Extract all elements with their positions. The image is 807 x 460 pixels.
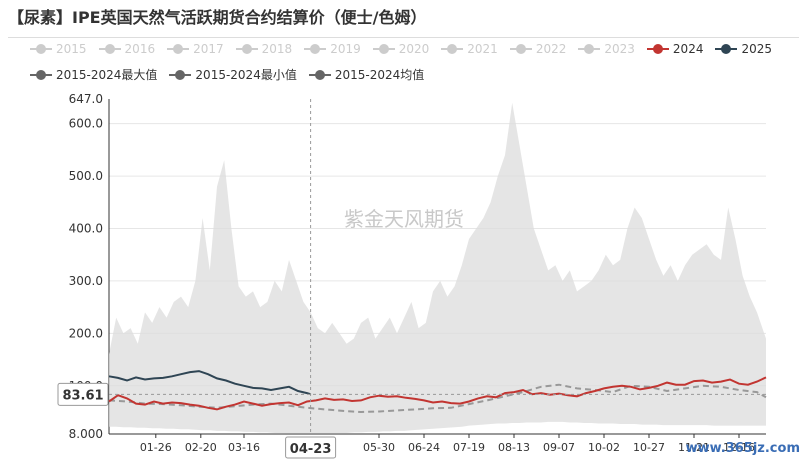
x-tick-label: 02-20 bbox=[185, 441, 217, 454]
legend-item-2015[interactable]: 2015 bbox=[30, 42, 87, 56]
legend-marker bbox=[304, 43, 327, 55]
legend-item-2015-2024均值[interactable]: 2015-2024均值 bbox=[308, 66, 425, 83]
legend-years: 2015 2016 2017 2018 2019 2020 2021 2022 2023 2024… bbox=[30, 42, 784, 56]
legend-label: 2015-2024最小值 bbox=[195, 68, 297, 82]
legend-item-2016[interactable]: 2016 bbox=[98, 42, 156, 56]
legend-label: 2022 bbox=[535, 42, 567, 56]
x-tick-label: 01-26 bbox=[140, 441, 172, 454]
y-tick-label: 400.0 bbox=[69, 221, 103, 235]
legend-item-2015-2024最小值[interactable]: 2015-2024最小值 bbox=[169, 66, 297, 83]
legend-label: 2021 bbox=[467, 42, 498, 56]
legend-item-2017[interactable]: 2017 bbox=[167, 42, 224, 56]
x-tick-label: 08-13 bbox=[498, 441, 530, 454]
y-tick-label: 8.000 bbox=[69, 427, 103, 441]
legend-item-2025[interactable]: 2025 bbox=[715, 42, 772, 56]
series-max-min-band[interactable] bbox=[109, 102, 766, 433]
x-tick-label: 07-19 bbox=[453, 441, 485, 454]
legend-marker bbox=[30, 43, 52, 55]
y-tick-label: 500.0 bbox=[69, 169, 103, 183]
crosshair-y-label-box bbox=[57, 382, 109, 406]
series-line-2024[interactable] bbox=[108, 376, 767, 411]
legend-stats: 2015-2024最大值 2015-2024最小值 2015-2024均值 bbox=[30, 66, 436, 83]
x-tick-label: 10-02 bbox=[588, 441, 620, 454]
legend-marker bbox=[167, 43, 190, 55]
legend-item-2018[interactable]: 2018 bbox=[235, 42, 293, 56]
legend-label: 2023 bbox=[604, 42, 635, 56]
legend-marker bbox=[372, 43, 395, 55]
legend-label: 2016 bbox=[124, 42, 156, 56]
legend-marker bbox=[509, 43, 532, 55]
legend-marker bbox=[715, 43, 738, 55]
legend-label: 2017 bbox=[193, 42, 224, 56]
legend-label: 2019 bbox=[330, 42, 361, 56]
crosshair-x-label: 04-23 bbox=[290, 442, 332, 457]
crosshair-y-label: 83.61 bbox=[62, 388, 103, 403]
x-tick-label: 09-07 bbox=[543, 441, 575, 454]
x-tick-label: 06-24 bbox=[408, 441, 440, 454]
legend-label: 2024 bbox=[672, 42, 704, 56]
y-tick-label: 647.0 bbox=[69, 92, 103, 106]
legend-marker bbox=[578, 43, 601, 55]
corner-watermark: www.365jz.com bbox=[686, 441, 800, 456]
legend-marker bbox=[169, 69, 192, 81]
legend-label: 2015 bbox=[56, 42, 87, 56]
legend-item-2022[interactable]: 2022 bbox=[509, 42, 567, 56]
x-tick-label: 03-16 bbox=[228, 441, 260, 454]
legend-label: 2018 bbox=[261, 42, 293, 56]
legend-marker bbox=[646, 43, 669, 55]
legend-item-2019[interactable]: 2019 bbox=[304, 42, 361, 56]
legend-item-2020[interactable]: 2020 bbox=[372, 42, 430, 56]
title-divider bbox=[8, 37, 799, 38]
legend-label: 2015-2024最大值 bbox=[56, 68, 158, 82]
y-tick-label: 600.0 bbox=[69, 117, 103, 131]
crosshair-x-label-box bbox=[285, 436, 337, 459]
legend-item-2024[interactable]: 2024 bbox=[646, 42, 704, 56]
legend-item-2015-2024最大值[interactable]: 2015-2024最大值 bbox=[30, 66, 157, 83]
x-tick-label: 05-30 bbox=[363, 441, 395, 454]
series-line-2025[interactable] bbox=[108, 370, 311, 396]
legend-marker bbox=[30, 69, 52, 81]
legend-marker bbox=[441, 43, 464, 55]
legend-item-2023[interactable]: 2023 bbox=[578, 42, 635, 56]
y-tick-label: 300.0 bbox=[69, 274, 103, 288]
x-tick-label: 12-16 bbox=[723, 441, 755, 454]
y-tick-label: 200.0 bbox=[69, 326, 103, 340]
chart-title: 【尿素】IPE英国天然气活跃期货合约结算价（便士/色姆） bbox=[8, 8, 427, 27]
legend-label: 2015-2024均值 bbox=[334, 68, 425, 82]
legend-marker bbox=[98, 43, 121, 55]
legend-label: 2020 bbox=[398, 42, 430, 56]
legend-label: 2025 bbox=[741, 42, 773, 56]
x-tick-label: 10-27 bbox=[633, 441, 665, 454]
legend-marker bbox=[308, 69, 331, 81]
x-tick-label: 11-21 bbox=[678, 441, 710, 454]
watermark-text: 紫金天风期货 bbox=[344, 207, 464, 231]
legend-item-2021[interactable]: 2021 bbox=[441, 42, 498, 56]
legend-marker bbox=[235, 43, 258, 55]
